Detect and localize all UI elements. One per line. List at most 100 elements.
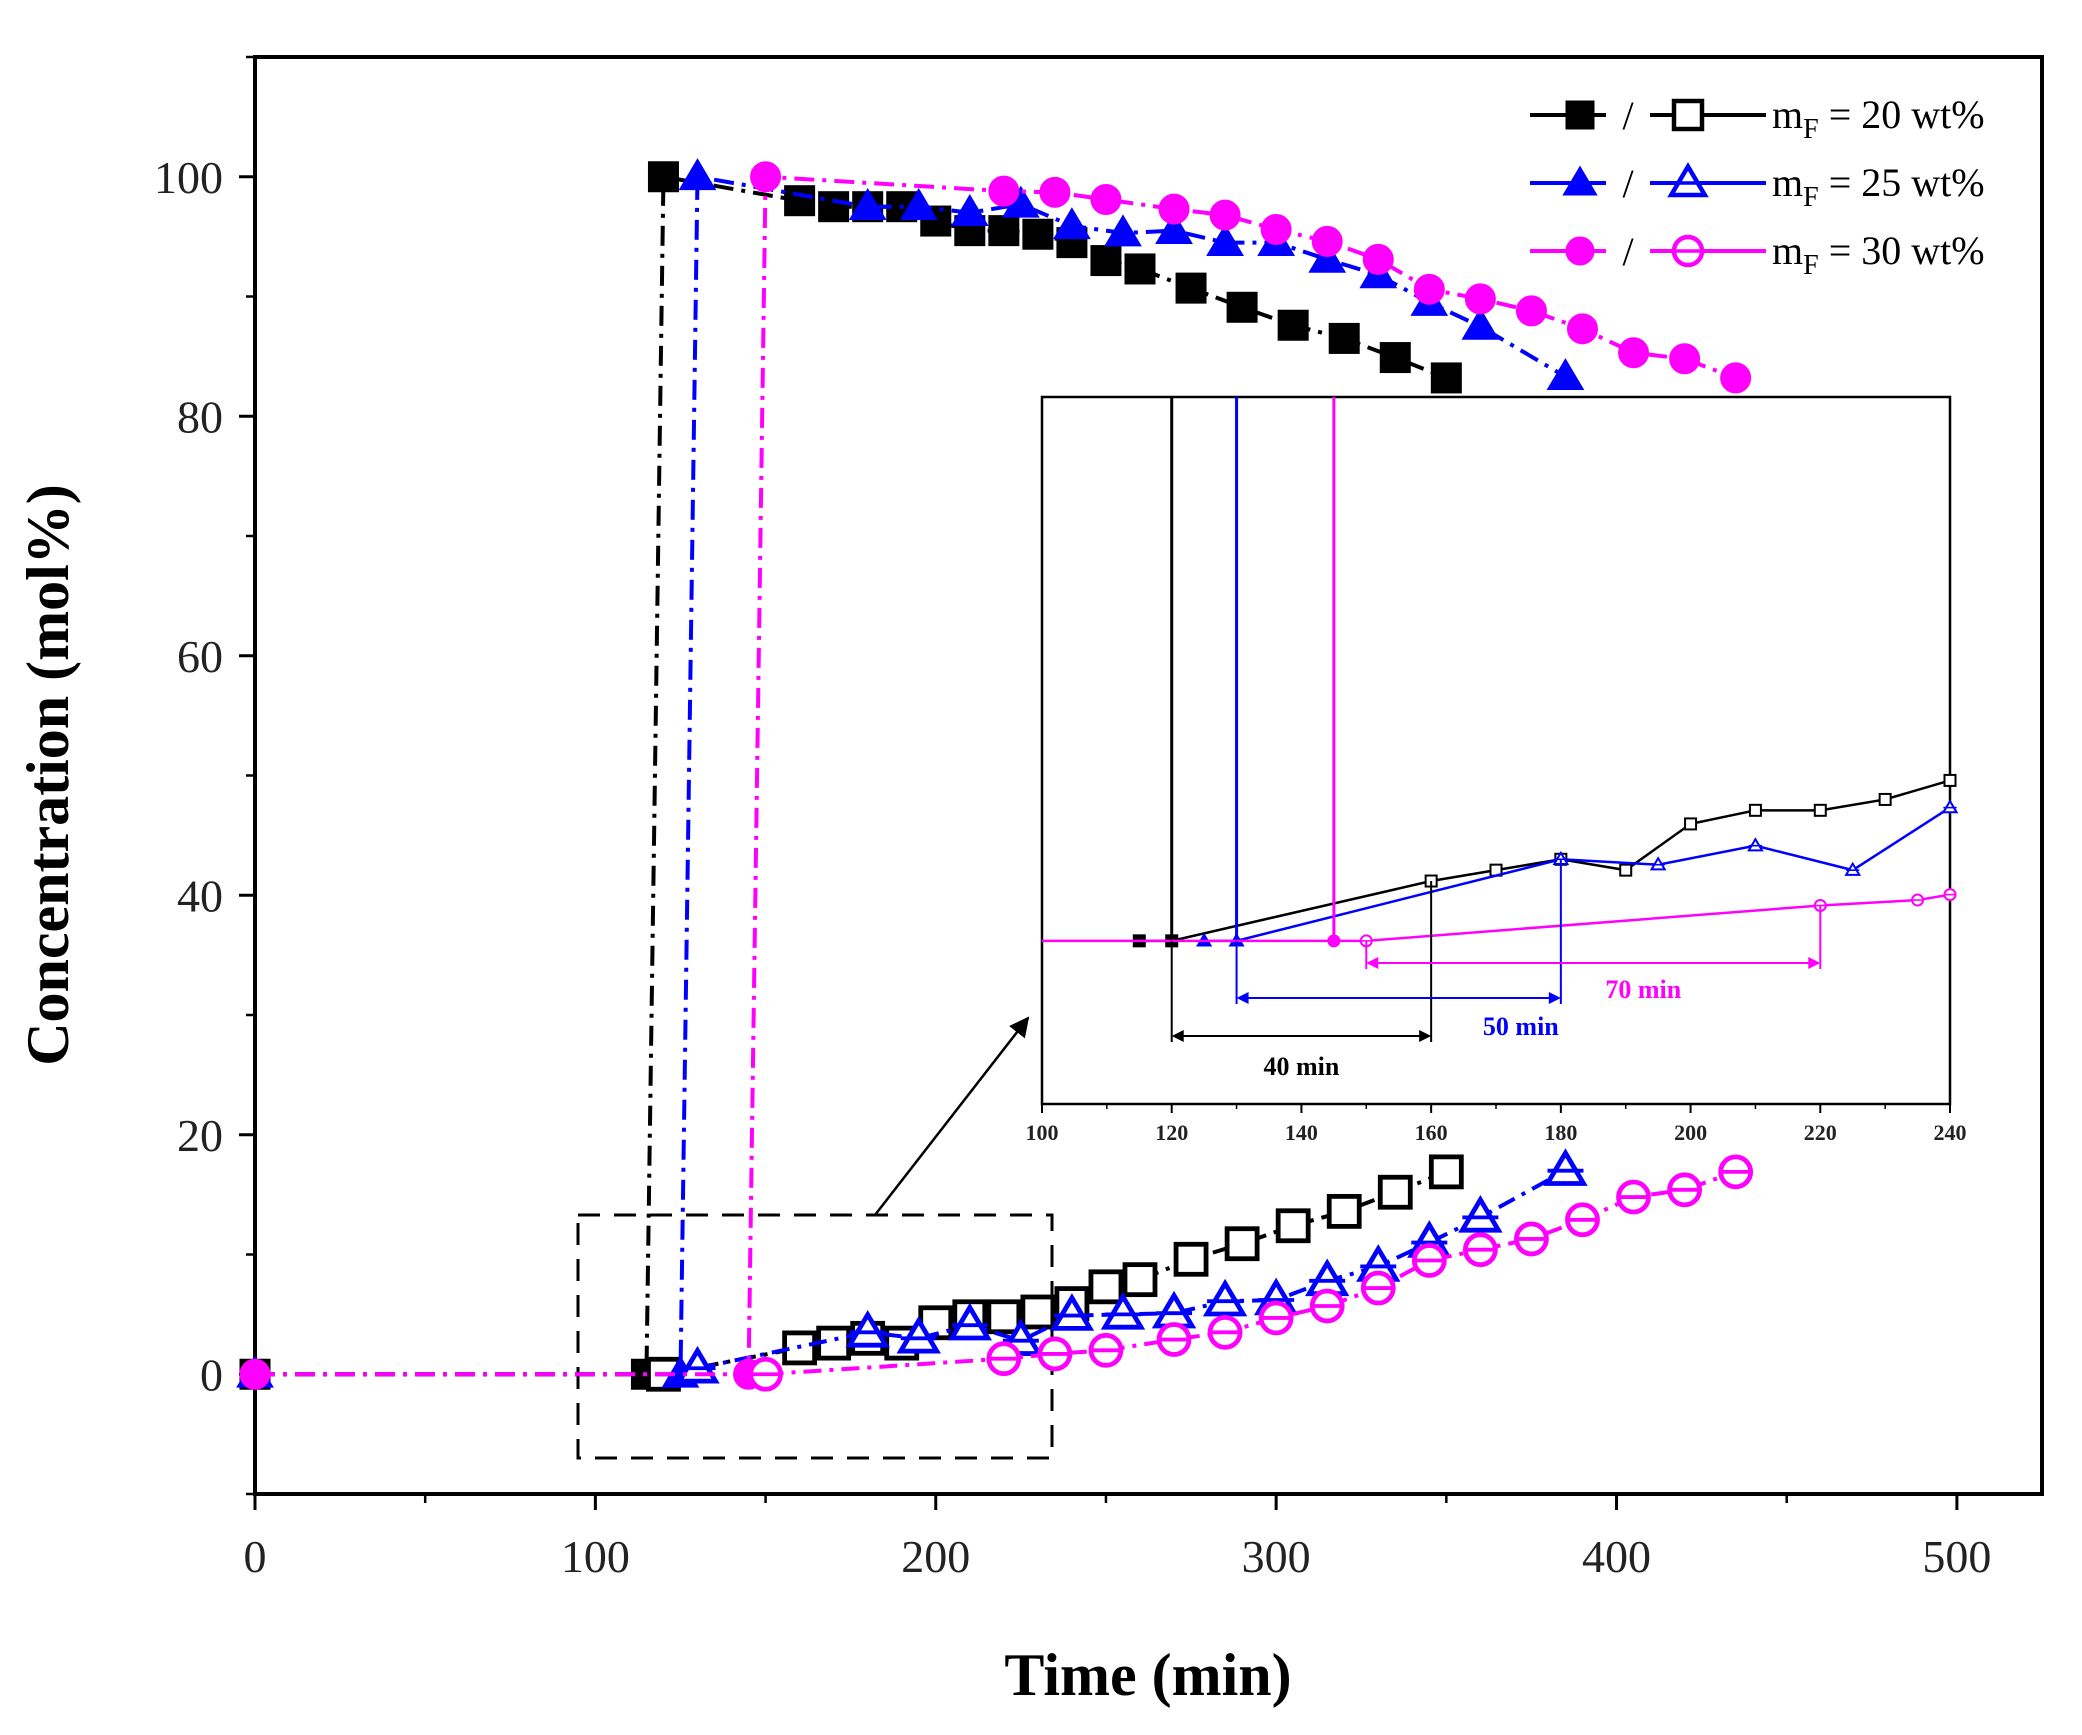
x-axis-label: Time (min): [1004, 1642, 1291, 1708]
zoom-region-box: [576, 1213, 1054, 1460]
data-point: [1377, 1174, 1413, 1210]
data-point: [647, 161, 679, 193]
legend-gap: [1606, 229, 1650, 273]
legend-marker-open: [1667, 162, 1709, 198]
data-point: [1224, 1226, 1260, 1262]
inset-data-point: [1941, 799, 1959, 814]
legend-item-30wt: / mF = 30 wt%: [1530, 228, 1985, 281]
inset-data-point: [1327, 934, 1341, 948]
inset-annotations: 40 min 50 min 70 min: [1170, 859, 1822, 1081]
x-tick-label: 0: [244, 1531, 267, 1582]
data-point: [1022, 218, 1054, 250]
inset-x-tick-label: 180: [1544, 1120, 1577, 1145]
inset-x-ticks: 100 120 140 160 180 200 220 240: [1026, 1104, 1967, 1145]
bracket-arrow-left: [1236, 992, 1249, 1004]
data-point: [1158, 193, 1190, 225]
data-point: [899, 188, 938, 221]
data-point: [239, 1358, 271, 1390]
data-point: [1100, 1291, 1146, 1330]
x-tick-label: 200: [901, 1531, 970, 1582]
data-point: [988, 175, 1020, 207]
data-point: [1618, 337, 1650, 369]
legend-item-25wt: / mF = 25 wt%: [1530, 160, 1985, 213]
inset-x-tick-label: 160: [1415, 1120, 1448, 1145]
data-point: [1461, 307, 1500, 340]
y-axis-ticks: 0 20 40 60 80 100: [154, 55, 255, 1496]
data-point: [986, 1299, 1022, 1335]
data-point: [1430, 362, 1462, 394]
data-point: [1311, 225, 1343, 257]
data-point: [1277, 309, 1309, 341]
data-point: [1669, 343, 1701, 375]
inset-data-point: [1844, 861, 1862, 876]
data-point: [896, 1315, 941, 1354]
data-point: [1543, 1148, 1588, 1186]
y-tick-label: 80: [177, 391, 223, 442]
inset-data-point: [1748, 803, 1762, 817]
data-point: [1124, 253, 1156, 285]
data-point: [950, 194, 989, 226]
inset-data-point: [1878, 792, 1892, 806]
legend-swatch-20wt: /: [1530, 93, 1766, 138]
series-line: [765, 1169, 1737, 1377]
data-point: [678, 158, 717, 191]
legend-swatch-25wt: /: [1530, 161, 1766, 206]
inset-data-point: [1649, 856, 1667, 871]
legend-label-20wt: mF = 20 wt%: [1772, 92, 1985, 145]
data-point: [1053, 207, 1091, 240]
legend-slash: /: [1622, 229, 1634, 274]
data-point: [1275, 1208, 1311, 1244]
data-point: [1202, 1278, 1248, 1317]
data-point: [1090, 184, 1122, 216]
data-point: [1464, 283, 1496, 315]
series-6: [748, 1154, 1754, 1392]
data-point: [1326, 1193, 1362, 1229]
inset-x-tick-label: 240: [1934, 1120, 1967, 1145]
annotation-70-min: 70 min: [1605, 975, 1681, 1004]
legend-gap: [1606, 161, 1650, 205]
data-point: [845, 1309, 890, 1348]
data-point: [818, 191, 850, 223]
legend-marker-filled: [1565, 236, 1595, 266]
data-point: [1413, 273, 1445, 305]
inset-x-tick-label: 140: [1285, 1120, 1318, 1145]
x-tick-label: 300: [1242, 1531, 1311, 1582]
data-point: [1173, 1241, 1209, 1277]
y-tick-label: 60: [177, 631, 223, 682]
legend-marker-filled: [1562, 165, 1598, 196]
annotation-bracket-3: [1365, 905, 1822, 969]
y-tick-label: 100: [154, 152, 223, 203]
data-point: [1308, 240, 1347, 273]
data-point: [1226, 291, 1258, 323]
data-point: [1515, 295, 1547, 327]
main-series-layer: [236, 158, 1754, 1392]
y-tick-label: 40: [177, 870, 223, 921]
y-axis-label: Concentration (mol%): [15, 484, 81, 1066]
y-tick-label: 0: [200, 1349, 223, 1400]
data-point: [947, 1302, 993, 1341]
bracket-arrow-right: [1548, 992, 1561, 1004]
zoom-arrow: [874, 1016, 1030, 1216]
data-point: [1566, 313, 1598, 345]
bracket-arrow-right: [1419, 1030, 1432, 1042]
series-4: [675, 1148, 1588, 1384]
data-point: [750, 161, 782, 193]
inset-x-tick-label: 100: [1026, 1120, 1059, 1145]
series-5: [239, 161, 1752, 1390]
inset-data-point: [1943, 773, 1957, 787]
data-point: [1090, 245, 1122, 277]
bracket-arrow-left: [1366, 957, 1379, 969]
legend-label-25wt: mF = 25 wt%: [1772, 160, 1985, 213]
data-point: [988, 215, 1020, 247]
annotation-bracket-2: [1235, 859, 1562, 1004]
x-axis-ticks: 0 100 200 300 400 500: [244, 1494, 1991, 1582]
data-point: [1720, 362, 1752, 394]
data-point: [1039, 176, 1071, 208]
legend-slash: /: [1622, 161, 1634, 206]
data-point: [1328, 322, 1360, 354]
data-point: [1428, 1154, 1464, 1190]
data-point: [1088, 1269, 1124, 1305]
data-point: [1206, 223, 1244, 256]
bracket-arrow-right: [1808, 957, 1821, 969]
